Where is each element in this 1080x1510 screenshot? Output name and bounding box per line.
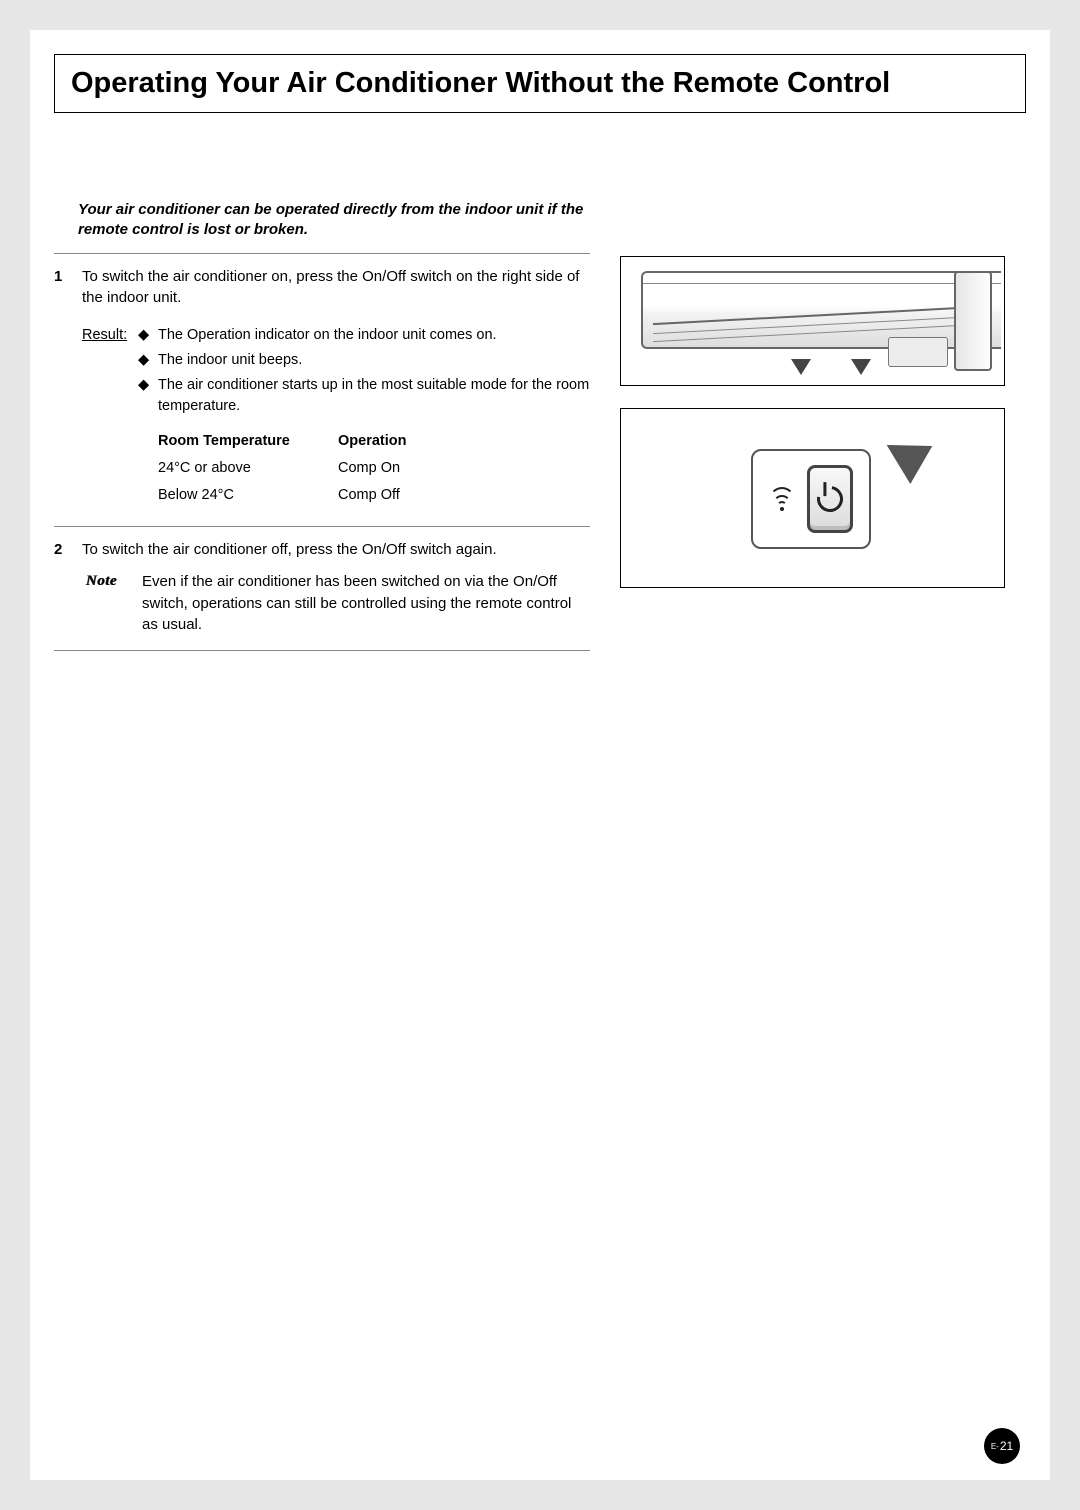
step-2: 2 To switch the air conditioner off, pre…: [54, 527, 590, 651]
power-button-icon: [807, 465, 853, 533]
diamond-bullet-icon: ◆: [138, 375, 158, 417]
content-column: Your air conditioner can be operated dir…: [54, 200, 590, 651]
table-header: Room Temperature: [158, 431, 338, 452]
step-text: To switch the air conditioner off, press…: [82, 539, 590, 561]
table-cell: Comp Off: [338, 485, 590, 506]
page-title-box: Operating Your Air Conditioner Without t…: [54, 54, 1026, 113]
bullet-text: The air conditioner starts up in the mos…: [158, 375, 590, 417]
step-text: To switch the air conditioner on, press …: [82, 266, 590, 310]
button-panel-icon: [751, 449, 871, 549]
diamond-bullet-icon: ◆: [138, 350, 158, 371]
figure-indoor-unit: [620, 256, 1005, 386]
step-body: To switch the air conditioner on, press …: [82, 266, 590, 513]
bullet-text: The Operation indicator on the indoor un…: [158, 325, 590, 346]
figure-onoff-button: [620, 408, 1005, 588]
table-cell: Below 24°C: [158, 485, 338, 506]
table-header-row: Room Temperature Operation: [158, 431, 590, 452]
down-arrow-icon: [851, 359, 871, 375]
page-number: 21: [1000, 1439, 1013, 1453]
manual-page: Operating Your Air Conditioner Without t…: [30, 30, 1050, 1480]
intro-text: Your air conditioner can be operated dir…: [54, 200, 590, 254]
table-row: 24°C or above Comp On: [158, 458, 590, 479]
table-header: Operation: [338, 431, 590, 452]
bullet-item: ◆ The air conditioner starts up in the m…: [138, 375, 590, 417]
result-label: Result: [82, 325, 138, 421]
step-body: To switch the air conditioner off, press…: [82, 539, 590, 636]
page-number-prefix: E-: [991, 1442, 999, 1451]
table-row: Below 24°C Comp Off: [158, 485, 590, 506]
bullet-item: ◆ The Operation indicator on the indoor …: [138, 325, 590, 346]
bullet-item: ◆ The indoor unit beeps.: [138, 350, 590, 371]
table-cell: 24°C or above: [158, 458, 338, 479]
result-block: Result ◆ The Operation indicator on the …: [82, 325, 590, 421]
pointer-arrow-icon: [876, 426, 933, 484]
step-number: 2: [54, 539, 82, 636]
power-symbol-icon: [812, 481, 848, 517]
page-title: Operating Your Air Conditioner Without t…: [71, 67, 1009, 100]
ac-switch-housing-icon: [888, 337, 948, 367]
ac-unit-side-panel-icon: [954, 271, 992, 371]
down-arrow-icon: [791, 359, 811, 375]
receiver-signal-icon: [769, 487, 795, 511]
note-block: Note Even if the air conditioner has bee…: [82, 571, 590, 636]
step-number: 1: [54, 266, 82, 513]
diamond-bullet-icon: ◆: [138, 325, 158, 346]
temperature-operation-table: Room Temperature Operation 24°C or above…: [158, 431, 590, 506]
note-text: Even if the air conditioner has been swi…: [142, 571, 590, 636]
table-cell: Comp On: [338, 458, 590, 479]
note-label: Note: [82, 571, 142, 636]
bullet-text: The indoor unit beeps.: [158, 350, 590, 371]
step-1: 1 To switch the air conditioner on, pres…: [54, 254, 590, 528]
page-number-badge: E-21: [984, 1428, 1020, 1464]
result-bullets: ◆ The Operation indicator on the indoor …: [138, 325, 590, 421]
